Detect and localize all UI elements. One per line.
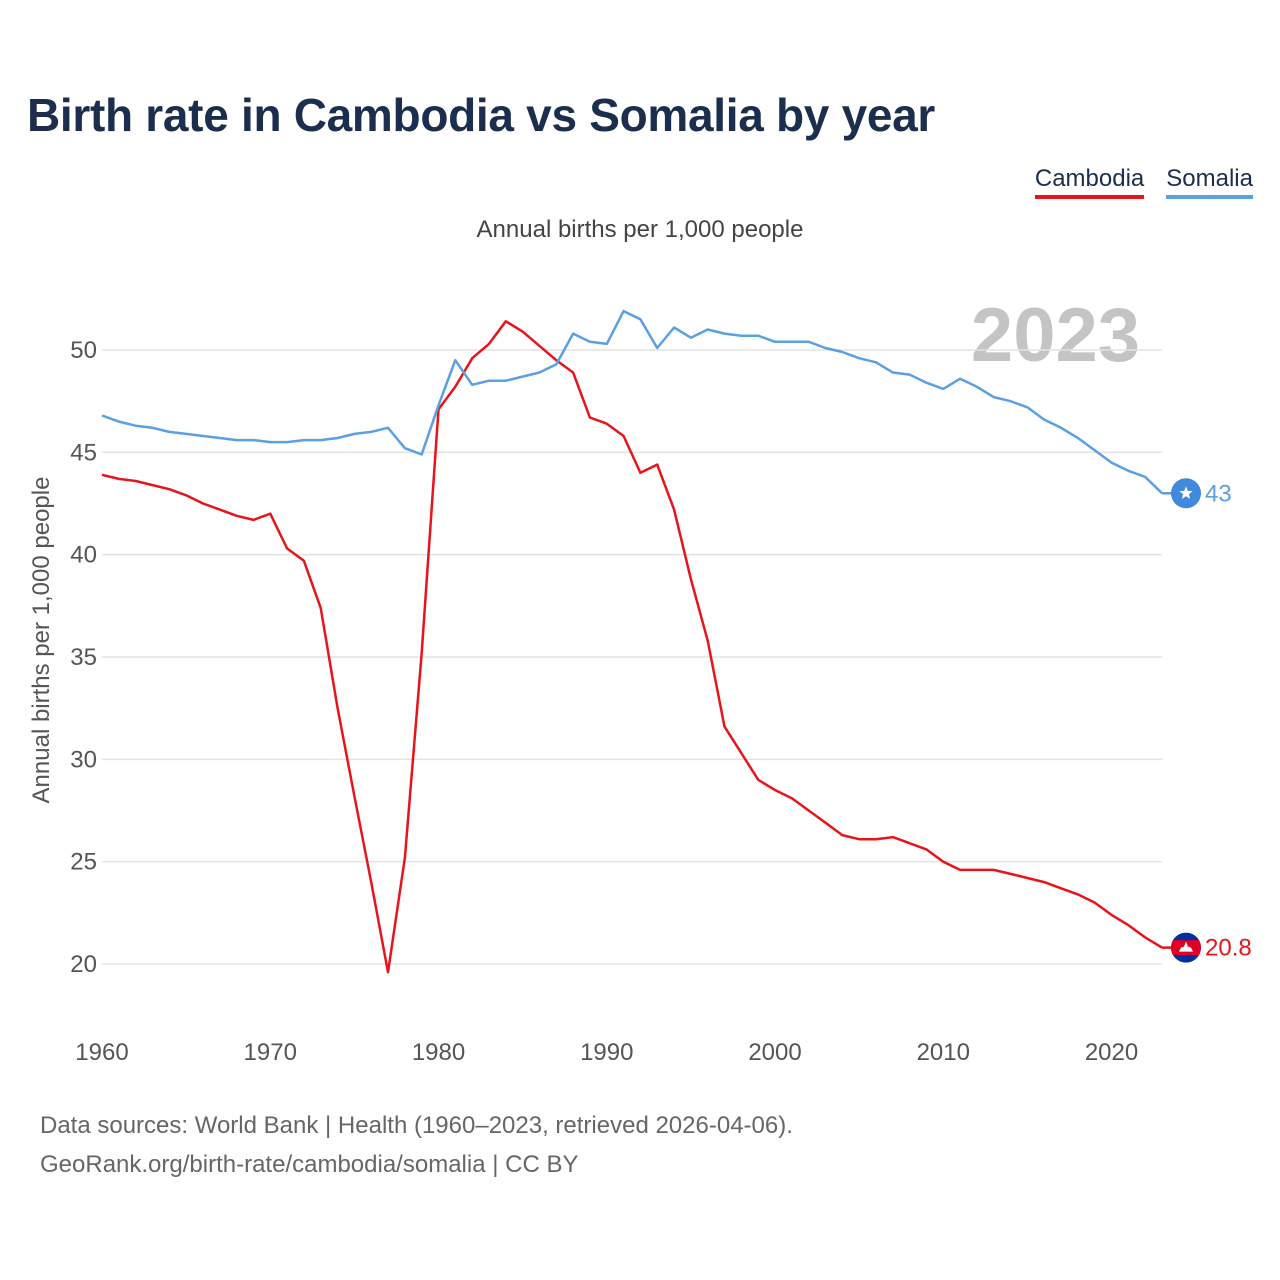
- source-line-1: Data sources: World Bank | Health (1960–…: [40, 1112, 793, 1139]
- end-value-label-cambodia: 20.8: [1205, 935, 1252, 962]
- chart-subtitle: Annual births per 1,000 people: [476, 216, 804, 243]
- y-tick-label: 25: [70, 849, 97, 876]
- year-watermark: 2023: [970, 293, 1140, 378]
- y-tick-label: 40: [70, 542, 97, 569]
- series-lines: [101, 309, 1163, 974]
- x-tick-label: 2020: [1085, 1039, 1138, 1066]
- flag-cambodia-icon: [1171, 932, 1201, 963]
- series-line-cambodia: [101, 320, 1163, 974]
- cambodia-flag-disc: [1171, 932, 1201, 963]
- x-tick-label: 1970: [244, 1039, 297, 1066]
- end-value-label-somalia: 43: [1205, 480, 1232, 507]
- x-tick-label: 2010: [917, 1039, 970, 1066]
- y-tick-label: 20: [70, 951, 97, 978]
- y-tick-label: 35: [70, 644, 97, 671]
- source-line-2[interactable]: GeoRank.org/birth-rate/cambodia/somalia …: [40, 1151, 579, 1178]
- chart-title: Birth rate in Cambodia vs Somalia by yea…: [27, 89, 936, 141]
- legend-item-cambodia[interactable]: Cambodia: [1034, 165, 1145, 199]
- data-source: Data sources: World Bank | Health (1960–…: [40, 1106, 793, 1184]
- x-tick-label: 2000: [748, 1039, 801, 1066]
- flag-somalia-icon: [1171, 478, 1201, 509]
- x-tick-label: 1960: [75, 1039, 128, 1066]
- y-tick-label: 45: [70, 439, 97, 466]
- series-end-markers: 20.8 43: [1162, 478, 1252, 963]
- legend-item-somalia[interactable]: Somalia: [1166, 165, 1253, 199]
- x-tick-label: 1980: [412, 1039, 465, 1066]
- series-line-somalia: [101, 309, 1163, 495]
- x-axis-ticks: 1960 1970 1980 1990 2000 2010 2020: [75, 1039, 1138, 1066]
- x-tick-label: 1990: [580, 1039, 633, 1066]
- y-tick-label: 30: [70, 746, 97, 773]
- star-icon: [1179, 486, 1193, 499]
- legend: Cambodia Somalia: [1034, 165, 1253, 199]
- temple-icon: [1179, 941, 1193, 952]
- y-tick-label: 50: [70, 337, 97, 364]
- y-axis-ticks: 20 25 30 35 40 45 50: [70, 337, 97, 978]
